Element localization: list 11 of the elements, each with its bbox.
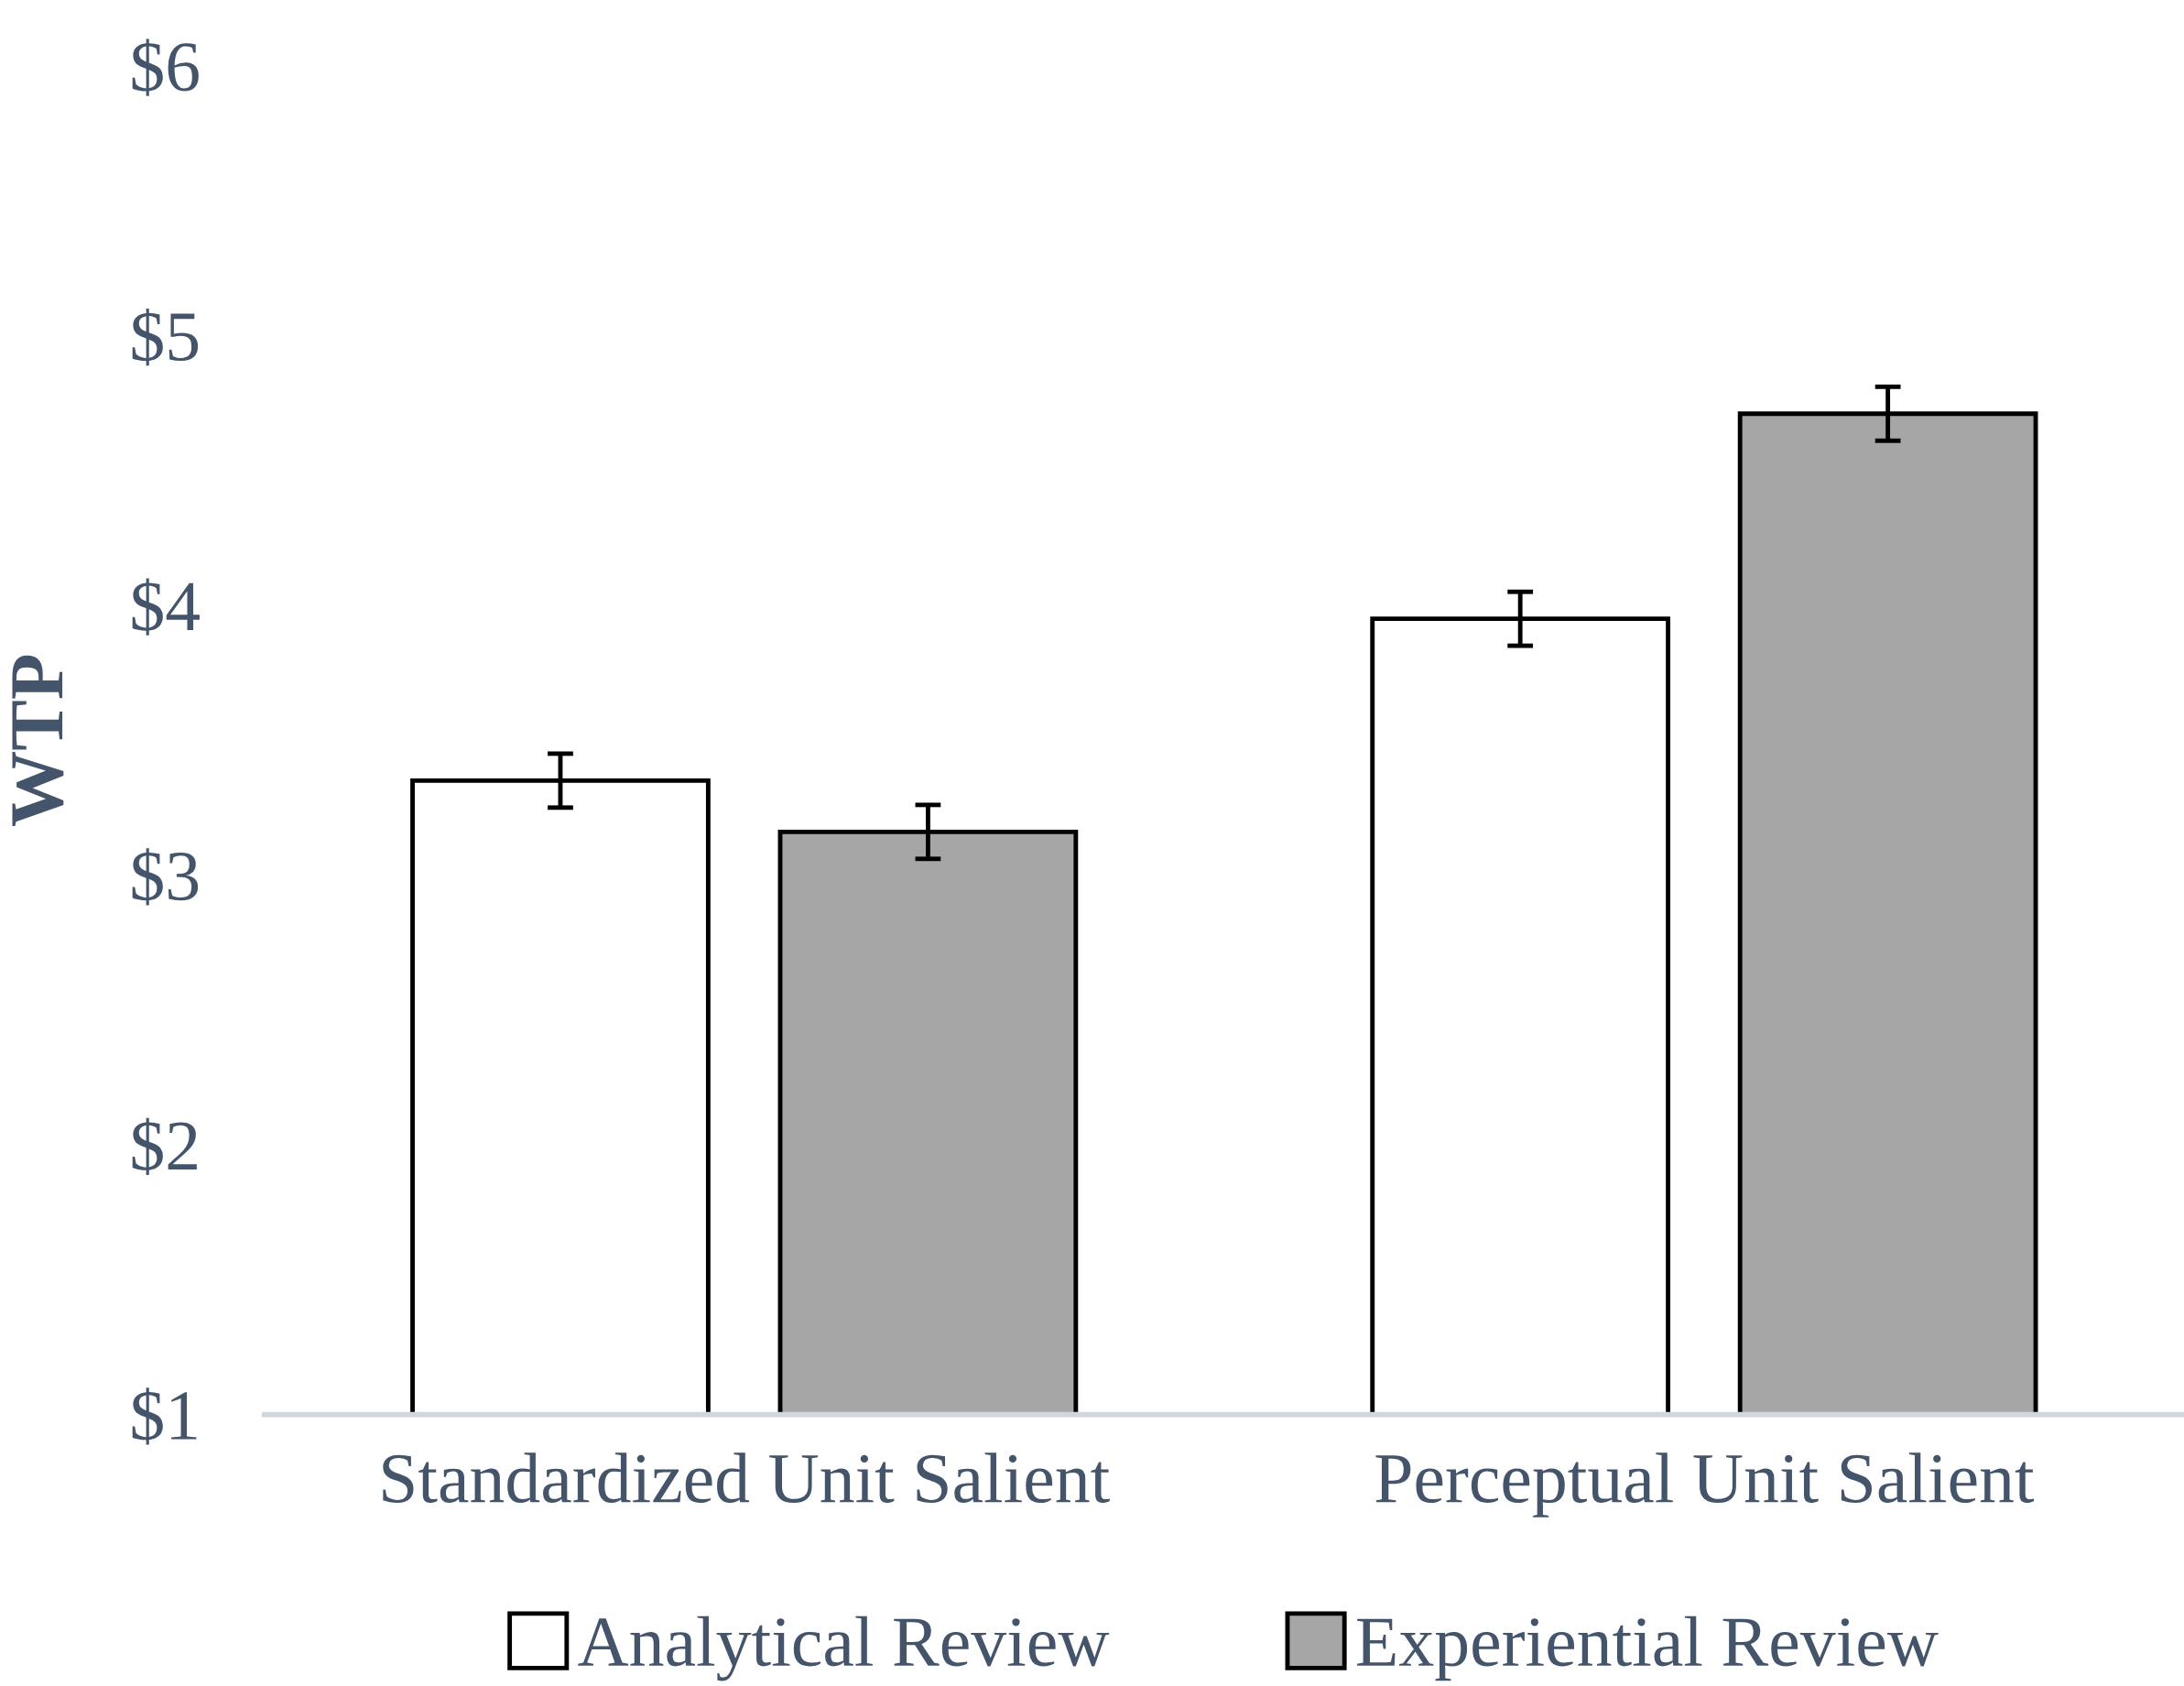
y-tick-label: $4 [132, 578, 200, 636]
y-tick-label: $5 [132, 309, 199, 366]
legend-label: Analytical Review [578, 1615, 1110, 1681]
y-tick-label: $6 [132, 38, 199, 96]
x-tick-label: Perceptual Unit Salient [1375, 1452, 2035, 1517]
y-axis-title: WTP [12, 655, 64, 826]
y-tick-label: $2 [132, 1117, 197, 1175]
legend-label: Experiential Review [1357, 1615, 1939, 1681]
y-tick-label: $1 [132, 1387, 197, 1445]
x-tick-label: Standardized Unit Salient [383, 1452, 1110, 1503]
y-tick-label: $3 [132, 848, 199, 906]
